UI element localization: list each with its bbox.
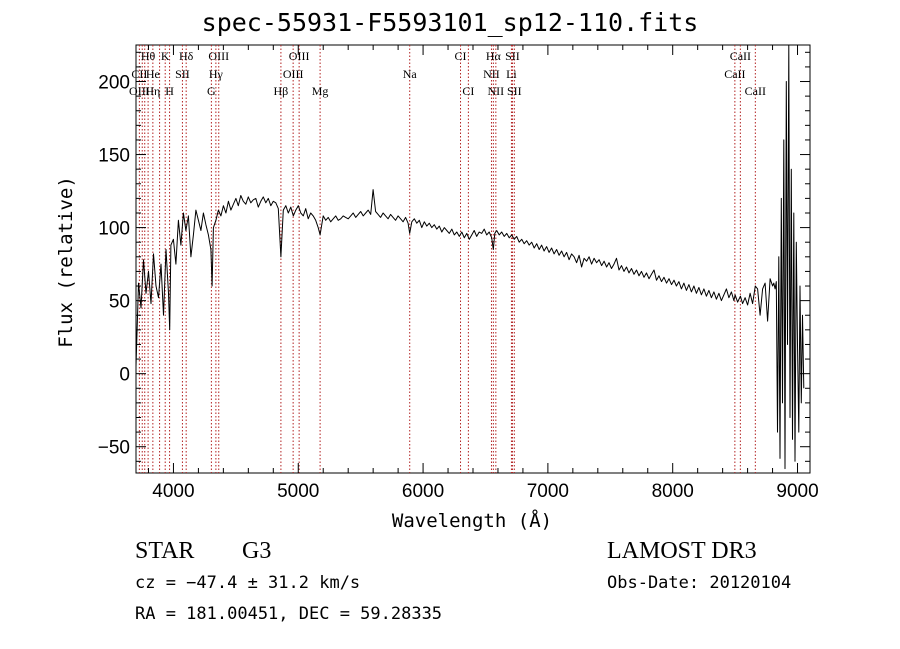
coordinates-text: RA = 181.00451, DEC = 59.28335	[135, 604, 443, 624]
spectral-line-label: Hη	[145, 84, 160, 98]
chart-title: spec-55931-F5593101_sp12-110.fits	[201, 8, 699, 37]
spectral-line-label: SII	[175, 67, 190, 81]
x-tick-label: 9000	[776, 481, 818, 502]
spectral-line-label: Hβ	[274, 84, 289, 98]
spectrum-line	[135, 44, 805, 470]
x-tick-label: 5000	[277, 481, 319, 502]
spectral-line-label: CI	[455, 49, 467, 63]
spectral-line-label: H	[165, 84, 174, 98]
spectral-line-label: He	[146, 67, 160, 81]
obs-date: Obs-Date: 20120104	[607, 573, 792, 593]
spectral-line-label: Hα	[486, 49, 502, 63]
spectral-line-label: CII	[131, 67, 147, 81]
x-tick-label: 4000	[152, 481, 194, 502]
spectral-line-label: OIII	[289, 49, 310, 63]
plot-frame	[135, 44, 811, 474]
y-tick-label: −50	[98, 438, 130, 459]
y-tick-label: 200	[98, 73, 130, 94]
spectral-line-label: SII	[505, 49, 520, 63]
spectral-line-label: Li	[506, 67, 517, 81]
spectral-line-label: Mg	[312, 84, 329, 98]
redshift-text: cz = −47.4 ± 31.2 km/s	[135, 573, 361, 593]
y-tick-label: 0	[119, 365, 130, 386]
x-axis-label: Wavelength (Å)	[391, 510, 553, 532]
survey-name: LAMOST DR3	[607, 538, 757, 564]
spectral-line-label: SII	[507, 84, 522, 98]
y-tick-label: 100	[98, 219, 130, 240]
spectral-line-label: Na	[403, 67, 418, 81]
spectral-line-label: G	[207, 84, 216, 98]
object-class: STAR	[135, 538, 195, 564]
spectral-line-label: Hδ	[179, 49, 194, 63]
spectral-line-label: K	[161, 49, 170, 63]
spectral-line-label: Hθ	[141, 49, 156, 63]
x-tick-label: 6000	[402, 481, 444, 502]
spectral-line-label: NII	[483, 67, 500, 81]
spectral-line-label: OIII	[283, 67, 304, 81]
spectral-line-label: CI	[462, 84, 474, 98]
spectral-line-label: Hγ	[209, 67, 224, 81]
spectral-line-label: NII	[488, 84, 505, 98]
y-tick-label: 50	[109, 292, 130, 313]
spectral-line-label: CaII	[724, 67, 745, 81]
spectral-line-label: OIII	[208, 49, 229, 63]
object-subclass: G3	[242, 538, 272, 564]
y-tick-label: 150	[98, 146, 130, 167]
spectral-line-label: CaII	[730, 49, 751, 63]
x-tick-label: 8000	[652, 481, 694, 502]
x-tick-label: 7000	[527, 481, 569, 502]
spectral-line-label: CaII	[745, 84, 766, 98]
spectral-line-label: OIII	[129, 84, 150, 98]
